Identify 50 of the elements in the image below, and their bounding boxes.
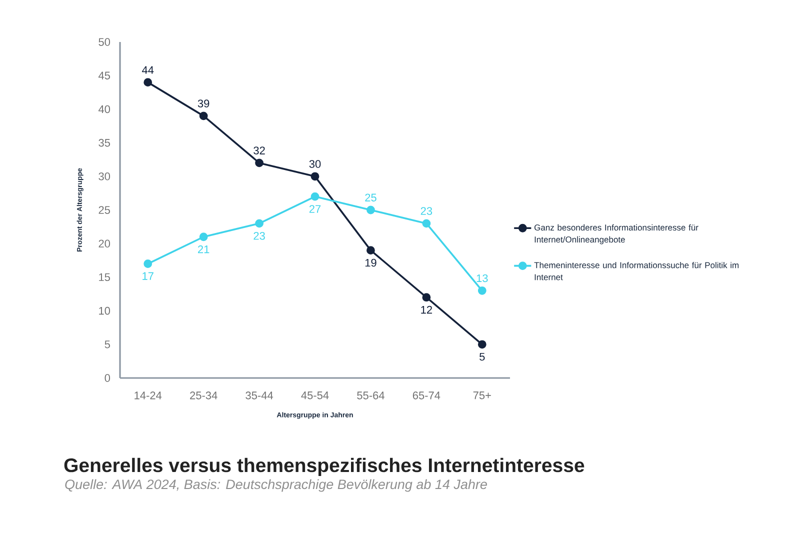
point bbox=[478, 340, 486, 349]
data-label: 25 bbox=[365, 194, 376, 202]
y-tick-label: 30 bbox=[98, 172, 110, 180]
data-label: 19 bbox=[365, 258, 376, 267]
data-label: 23 bbox=[420, 207, 432, 215]
x-tick-label: 25-34 bbox=[190, 392, 218, 400]
y-tick-label: 35 bbox=[98, 138, 110, 147]
point bbox=[310, 172, 320, 181]
y-tick-label: 40 bbox=[98, 105, 110, 114]
point bbox=[478, 286, 486, 295]
point bbox=[144, 78, 152, 87]
x-tick-label: 45-54 bbox=[301, 392, 329, 400]
point bbox=[144, 260, 152, 268]
point bbox=[199, 112, 208, 120]
x-tick-label: 35-44 bbox=[246, 392, 274, 400]
point bbox=[199, 232, 208, 242]
y-tick-label: 5 bbox=[104, 340, 110, 348]
y-tick-label: 25 bbox=[98, 206, 110, 214]
y-tick-label: 50 bbox=[98, 38, 110, 46]
data-label: 30 bbox=[309, 160, 321, 168]
data-label: 13 bbox=[476, 274, 488, 282]
x-tick-label: 75+ bbox=[473, 392, 491, 400]
source-note: Quelle: AWA 2024, Basis: Deutschsprachige Bevölkerung ab 14 Jahre bbox=[65, 479, 487, 492]
point bbox=[422, 293, 431, 302]
y-tick-label: 0 bbox=[104, 374, 110, 382]
x-tick-label: 65-74 bbox=[412, 392, 440, 400]
data-label: 17 bbox=[142, 272, 154, 280]
y-tick-label: 20 bbox=[98, 240, 110, 248]
point bbox=[255, 158, 264, 168]
legend-label: Ganz besonderes Informationsinteresse für Internet/Onlineangebote bbox=[534, 224, 698, 244]
x-tick-label: 14-24 bbox=[134, 392, 162, 400]
data-label: 27 bbox=[309, 205, 321, 213]
point bbox=[366, 206, 375, 214]
data-label: 32 bbox=[254, 146, 265, 154]
point bbox=[366, 246, 375, 255]
data-label: 23 bbox=[254, 232, 265, 240]
text: Generelles versus themenspezifisches Internetinteresse bbox=[64, 458, 584, 476]
legend-label: Themeninteresse und Informationssuche für Politik im Internet bbox=[534, 262, 739, 280]
x-tick-label: 55-64 bbox=[357, 392, 384, 400]
point bbox=[255, 219, 264, 228]
point bbox=[422, 219, 431, 228]
point bbox=[310, 192, 320, 201]
data-label: 5 bbox=[480, 352, 485, 361]
y-tick-label: 45 bbox=[98, 72, 110, 80]
y-tick-label: 15 bbox=[99, 273, 110, 282]
data-label: 44 bbox=[142, 66, 154, 74]
data-label: 12 bbox=[421, 306, 432, 314]
data-label: 21 bbox=[198, 245, 210, 254]
y-tick-label: 10 bbox=[99, 306, 110, 315]
data-label: 39 bbox=[198, 100, 210, 108]
